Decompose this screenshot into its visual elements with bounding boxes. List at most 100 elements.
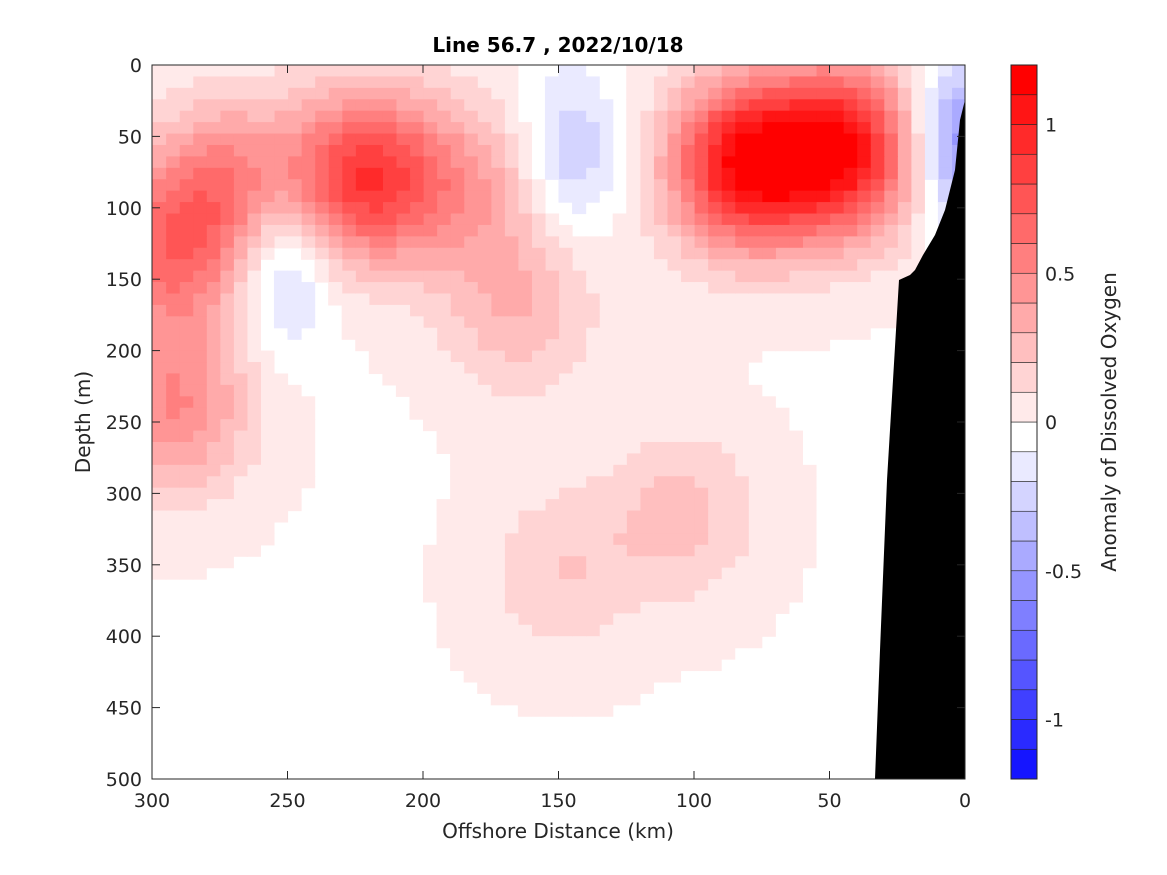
anomaly-cell [666, 293, 682, 306]
anomaly-cell [626, 156, 641, 169]
anomaly-cell [558, 179, 573, 192]
anomaly-cell [680, 190, 695, 203]
anomaly-cell [192, 487, 207, 500]
anomaly-cell [680, 373, 695, 386]
anomaly-cell [368, 316, 383, 329]
anomaly-cell [395, 350, 411, 363]
anomaly-cell [883, 270, 898, 283]
colorbar-segment [1010, 481, 1038, 512]
anomaly-cell [734, 590, 749, 603]
anomaly-cell [734, 110, 749, 123]
anomaly-cell [694, 464, 709, 477]
anomaly-cell [450, 659, 465, 672]
anomaly-cell [504, 681, 519, 694]
anomaly-cell [368, 179, 383, 192]
anomaly-cell [585, 647, 600, 660]
anomaly-cell [436, 122, 451, 135]
anomaly-cell [761, 396, 776, 409]
anomaly-cell [450, 636, 465, 649]
anomaly-cell [273, 190, 289, 203]
anomaly-cell [206, 122, 221, 135]
anomaly-cell [233, 499, 248, 512]
anomaly-cell [612, 396, 627, 409]
anomaly-cell [477, 521, 492, 534]
anomaly-cell [490, 693, 505, 706]
anomaly-cell [517, 659, 532, 672]
anomaly-cell [707, 304, 722, 317]
anomaly-cell [436, 270, 451, 283]
anomaly-cell [585, 339, 600, 352]
anomaly-cell [680, 647, 695, 660]
anomaly-cell [179, 133, 194, 146]
anomaly-cell [423, 304, 438, 317]
anomaly-cell [639, 499, 654, 512]
anomaly-cell [233, 476, 248, 489]
anomaly-cell [666, 670, 682, 683]
anomaly-cell [707, 556, 722, 569]
anomaly-cell [450, 613, 465, 626]
anomaly-cell [775, 407, 790, 420]
anomaly-cell [436, 190, 451, 203]
anomaly-cell [179, 110, 194, 123]
anomaly-cell [653, 350, 668, 363]
anomaly-cell [436, 362, 451, 375]
anomaly-cell [504, 647, 519, 660]
anomaly-cell [165, 110, 180, 123]
anomaly-cell [599, 327, 614, 340]
anomaly-cell [870, 156, 885, 169]
anomaly-cell [179, 476, 194, 489]
anomaly-cell [423, 327, 438, 340]
anomaly-cell [206, 156, 221, 169]
anomaly-cell [179, 533, 194, 546]
anomaly-cell [531, 339, 546, 352]
anomaly-cell [626, 601, 641, 614]
anomaly-cell [477, 419, 492, 432]
anomaly-cell [666, 590, 682, 603]
anomaly-cell [734, 624, 749, 637]
anomaly-cell [152, 247, 153, 260]
anomaly-cell [585, 76, 600, 89]
anomaly-cell [450, 601, 465, 614]
anomaly-cell [273, 430, 289, 443]
anomaly-cell [802, 76, 817, 89]
anomaly-cell [179, 453, 194, 466]
anomaly-cell [856, 179, 871, 192]
anomaly-cell [639, 636, 654, 649]
anomaly-cell [721, 590, 736, 603]
anomaly-cell [788, 556, 803, 569]
anomaly-cell [653, 521, 668, 534]
anomaly-cell [450, 419, 465, 432]
anomaly-cell [639, 144, 654, 157]
anomaly-cell [287, 327, 302, 340]
anomaly-cell [233, 259, 248, 272]
y-tick-label: 200 [106, 341, 142, 363]
anomaly-cell [490, 236, 505, 249]
anomaly-cell [761, 339, 776, 352]
anomaly-cell [463, 567, 478, 580]
anomaly-cell [260, 156, 275, 169]
anomaly-cell [585, 613, 600, 626]
anomaly-cell [219, 510, 234, 523]
anomaly-cell [761, 247, 776, 260]
anomaly-cell [152, 259, 167, 272]
anomaly-cell [721, 282, 736, 295]
anomaly-cell [585, 179, 600, 192]
anomaly-cell [152, 156, 167, 169]
anomaly-cell [477, 270, 492, 283]
anomaly-cell [694, 487, 709, 500]
anomaly-cell [504, 65, 519, 78]
anomaly-cell [897, 87, 912, 100]
anomaly-cell [775, 202, 790, 215]
anomaly-cell [246, 87, 261, 100]
anomaly-cell [490, 350, 505, 363]
anomaly-cell [897, 133, 912, 146]
anomaly-cell [748, 179, 763, 192]
anomaly-cell [260, 499, 275, 512]
anomaly-cell [694, 453, 709, 466]
anomaly-cell [409, 213, 424, 226]
anomaly-cell [612, 636, 627, 649]
anomaly-cell [490, 133, 505, 146]
anomaly-cell [788, 304, 803, 317]
anomaly-cell [761, 76, 776, 89]
anomaly-cell [490, 659, 505, 672]
